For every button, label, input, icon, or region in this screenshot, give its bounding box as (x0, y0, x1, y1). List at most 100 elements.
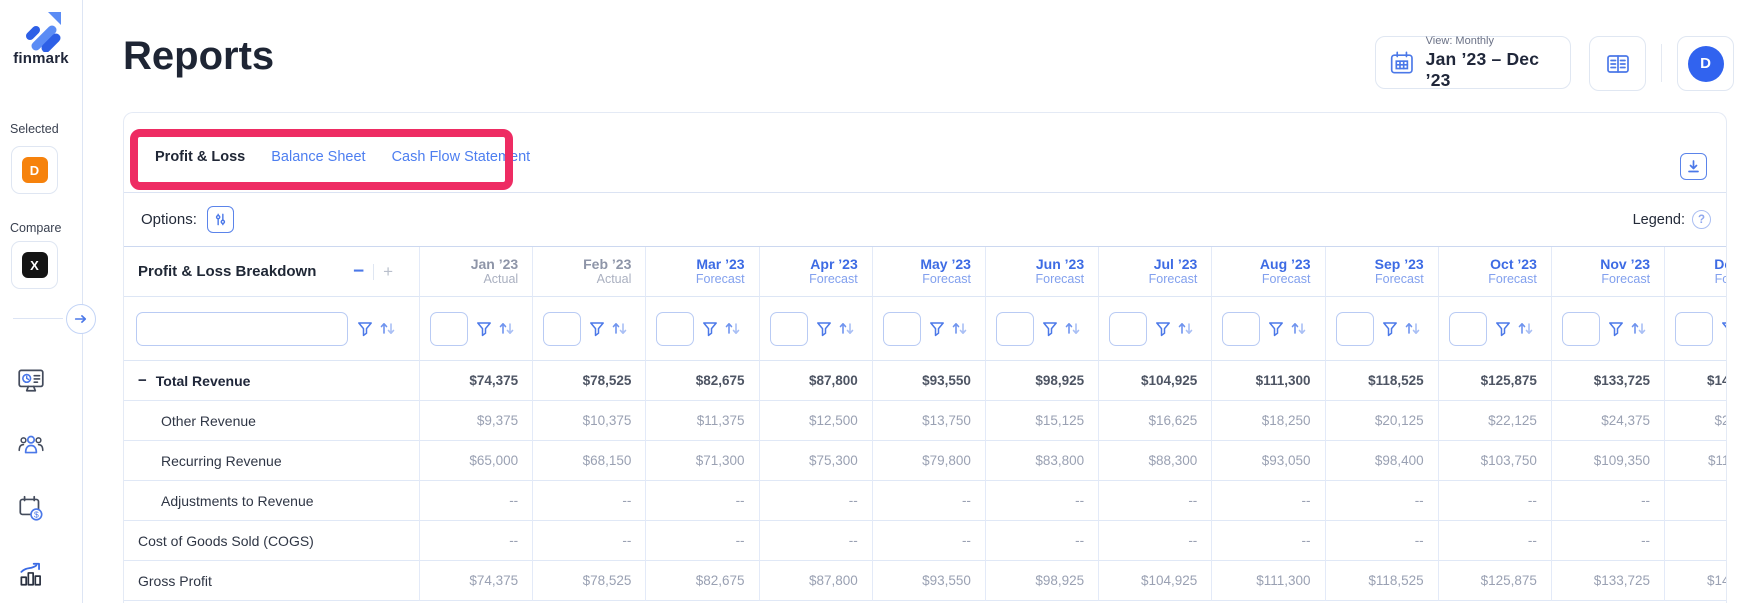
column-filter-input[interactable] (430, 311, 468, 346)
sort-icon[interactable] (379, 320, 397, 337)
column-filter-input[interactable] (1448, 311, 1487, 346)
value-cell: $79,800 (872, 441, 986, 481)
tab-balance-sheet[interactable]: Balance Sheet (271, 148, 366, 165)
sidebar-expand-button[interactable] (66, 304, 96, 334)
value-cell: -- (1099, 521, 1213, 561)
column-filter-input[interactable] (995, 311, 1034, 346)
column-header-1: Jan ’23 Actual (420, 247, 534, 297)
sort-icon[interactable] (1177, 320, 1195, 337)
column-filter-input[interactable] (1109, 311, 1148, 346)
filter-icon[interactable] (357, 321, 373, 337)
table-header-row: Profit & Loss Breakdown − + Jan ’23 Actua… (124, 247, 1726, 297)
sort-icon[interactable] (498, 320, 516, 337)
legend-label: Legend: (1632, 211, 1685, 228)
column-filter-input[interactable] (1561, 311, 1600, 346)
filter-icon[interactable] (1495, 321, 1511, 337)
column-header-6: Jun ’23 Forecast (985, 247, 1100, 297)
filter-funnel-icon (1382, 321, 1397, 336)
date-range-button[interactable]: View: Monthly Jan ’23 – Dec ’23 (1375, 35, 1571, 90)
breakdown-filter-input[interactable] (136, 311, 348, 346)
sort-icon[interactable] (1404, 320, 1422, 337)
sort-icon[interactable] (1517, 320, 1535, 337)
sort-arrows-icon (1631, 322, 1646, 334)
row-label-cell: Other Revenue (124, 401, 420, 441)
value-cell: $87,800 (759, 561, 873, 601)
account-button[interactable]: D (1677, 36, 1734, 91)
sort-arrows-icon (839, 322, 853, 334)
column-month: Feb ’23 (583, 256, 632, 272)
filter-icon[interactable] (816, 321, 832, 337)
row-collapse-button[interactable]: − (138, 372, 147, 389)
table-layout-icon (1606, 54, 1629, 73)
filter-icon[interactable] (1042, 321, 1058, 337)
sort-icon[interactable] (724, 320, 742, 337)
value-cell: $125,875 (1438, 561, 1552, 601)
value-cell: $74,375 (420, 361, 534, 401)
column-month: Sep ’23 (1374, 256, 1424, 272)
filter-icon[interactable] (1268, 321, 1284, 337)
finmark-logo[interactable]: finmark (0, 6, 82, 67)
value-cell: $82,675 (646, 561, 760, 601)
value-cell: $74,375 (420, 561, 534, 601)
row-label-cell: Gross Profit (124, 561, 420, 601)
sort-icon[interactable] (611, 320, 629, 337)
value-cell: $118,525 (1325, 561, 1439, 601)
filter-icon[interactable] (1382, 321, 1398, 337)
value-cell: $68,150 (533, 441, 647, 481)
column-filter-input[interactable] (656, 311, 695, 346)
legend-help-icon[interactable]: ? (1692, 210, 1711, 229)
sort-icon[interactable] (1630, 320, 1648, 337)
value-cell: $83,800 (985, 441, 1100, 481)
selected-scenario-button[interactable]: D (11, 146, 58, 194)
column-filter-input[interactable] (1675, 311, 1714, 346)
value-cell: $87,800 (759, 361, 873, 401)
column-filter-input[interactable] (543, 311, 582, 346)
column-month: Jun ’23 (1035, 256, 1085, 272)
sidebar-item-billing[interactable]: $ (11, 488, 51, 528)
table-view-button[interactable] (1589, 36, 1646, 91)
value-cell: $133,725 (1551, 361, 1666, 401)
column-filter-input[interactable] (1222, 311, 1261, 346)
tab-profit-and-loss[interactable]: Profit & Loss (155, 148, 246, 165)
download-button[interactable] (1680, 153, 1707, 180)
filter-cell-10 (1438, 297, 1552, 361)
column-filter-input[interactable] (1335, 311, 1374, 346)
filter-icon[interactable] (702, 321, 718, 337)
sort-icon[interactable] (1064, 320, 1082, 337)
billing-calendar-icon: $ (19, 495, 43, 521)
options-button[interactable] (206, 206, 234, 233)
filter-icon[interactable] (929, 321, 945, 337)
filter-cell-2 (533, 297, 647, 361)
sidebar-item-team[interactable] (11, 424, 51, 464)
sidebar-item-reports[interactable] (11, 554, 51, 594)
value-cell: $103,750 (1438, 441, 1552, 481)
expand-all-button[interactable]: + (383, 262, 393, 281)
filter-icon[interactable] (476, 321, 492, 337)
sort-icon[interactable] (951, 320, 969, 337)
team-icon (18, 435, 44, 454)
table-filter-row (124, 297, 1726, 361)
sort-icon[interactable] (838, 320, 856, 337)
value-cell: -- (759, 521, 873, 561)
filter-funnel-icon (1042, 321, 1057, 336)
filter-icon[interactable] (589, 321, 605, 337)
sort-arrows-icon (380, 322, 395, 334)
value-cell: -- (420, 481, 534, 521)
filter-icon[interactable] (1721, 321, 1726, 337)
filter-icon[interactable] (1608, 321, 1624, 337)
filter-cell-3 (646, 297, 760, 361)
filter-icon[interactable] (1155, 321, 1171, 337)
column-month: May ’23 (920, 256, 971, 272)
column-filter-input[interactable] (769, 311, 808, 346)
column-filter-input[interactable] (882, 311, 921, 346)
sort-icon[interactable] (1290, 320, 1308, 337)
sidebar-item-dashboard[interactable] (11, 360, 51, 400)
tab-cash-flow-statement[interactable]: Cash Flow Statement (391, 148, 531, 165)
table-row: Cost of Goods Sold (COGS) -- -- -- -- -- -- -- -… (124, 521, 1726, 561)
selected-scenario-chip: D (21, 157, 48, 183)
collapse-all-button[interactable]: − (352, 261, 365, 282)
value-cell: $82,675 (646, 361, 760, 401)
value-cell: $9,375 (420, 401, 534, 441)
compare-scenario-button[interactable]: X (11, 241, 58, 289)
value-cell: -- (1212, 521, 1326, 561)
